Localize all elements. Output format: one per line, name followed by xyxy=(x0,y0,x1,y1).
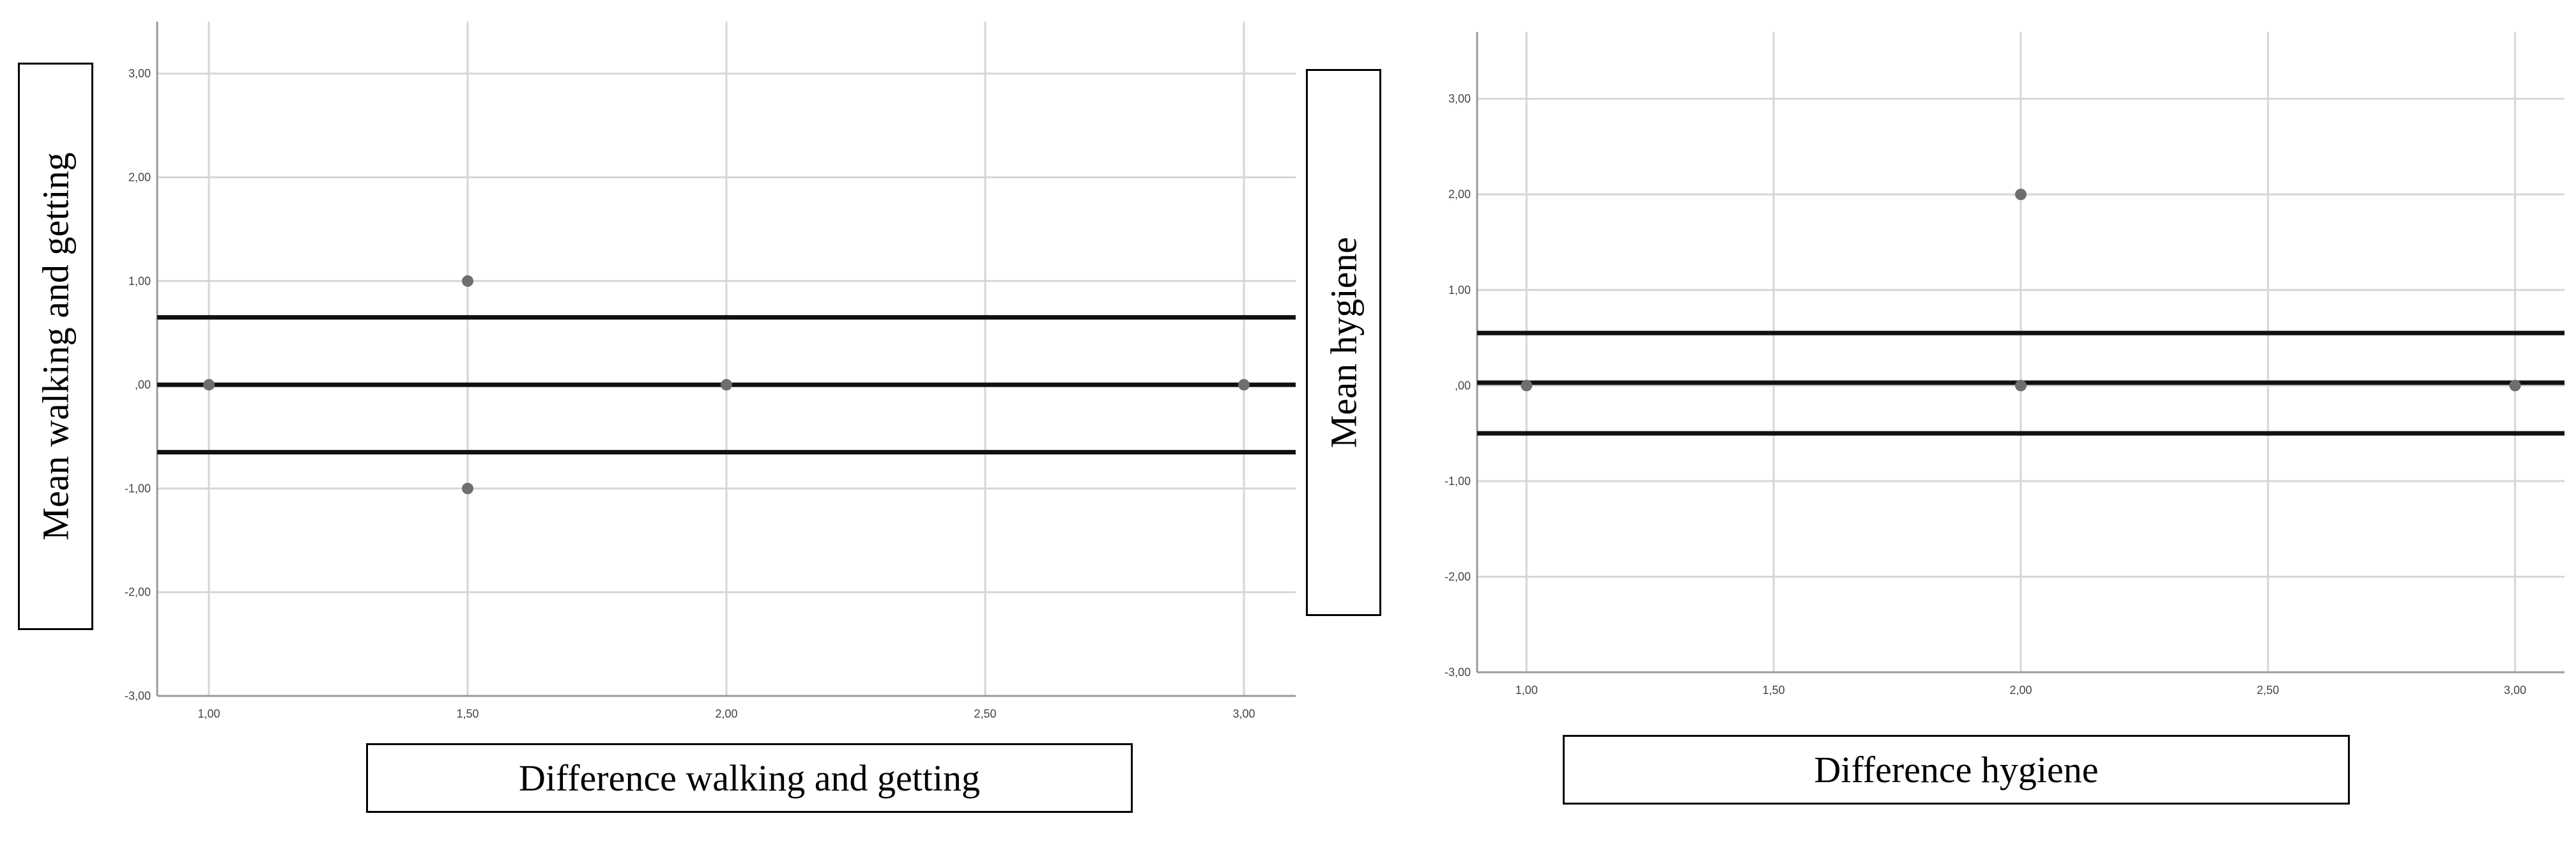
y-tick-label: -2,00 xyxy=(125,586,151,599)
y-tick-label: 1,00 xyxy=(1448,284,1471,297)
chart-panel-right: 1,00 1,50 2,00 2,50 3,00 -3,00 -2,00 -1,00 ,00 1,… xyxy=(1303,0,2576,848)
data-point xyxy=(462,275,473,287)
data-point xyxy=(2509,380,2521,392)
scatter-plot-left: 1,00 1,50 2,00 2,50 3,00 -3,00 -2,00 -1,00 ,00 1,… xyxy=(125,22,1296,720)
x-axis-label-right: Difference hygiene xyxy=(1814,749,2099,790)
y-tick-label: 3,00 xyxy=(1448,93,1471,105)
x-tick-label: 2,00 xyxy=(2009,684,2032,697)
y-tick-label: -1,00 xyxy=(1445,475,1471,488)
y-axis-label-box-left: Mean walking and getting xyxy=(18,63,93,630)
y-tick-label: -2,00 xyxy=(1445,570,1471,583)
data-point xyxy=(462,482,473,495)
x-tick-label: 2,50 xyxy=(974,707,996,720)
data-point xyxy=(1521,380,1533,392)
y-tick-label: 3,00 xyxy=(128,67,151,80)
data-point xyxy=(1238,379,1250,391)
y-tick-label: 1,00 xyxy=(128,275,151,288)
data-point xyxy=(2015,380,2027,392)
y-axis-label-box-right: Mean hygiene xyxy=(1306,69,1381,616)
x-tick-label: 3,00 xyxy=(2504,684,2526,697)
x-tick-label: 3,00 xyxy=(1232,707,1255,720)
y-tick-label: ,00 xyxy=(135,378,151,391)
y-axis-label-left: Mean walking and getting xyxy=(34,152,77,541)
y-tick-label: 2,00 xyxy=(1448,188,1471,201)
y-tick-label: -3,00 xyxy=(1445,666,1471,679)
x-tick-label: 1,50 xyxy=(456,707,479,720)
chart-panel-left: 1,00 1,50 2,00 2,50 3,00 -3,00 -2,00 -1,00 ,00 1,… xyxy=(18,22,1296,813)
x-axis-label-box-right: Difference hygiene xyxy=(1563,735,2350,805)
data-point xyxy=(203,379,215,391)
x-tick-label: 1,00 xyxy=(197,707,220,720)
y-axis-label-right: Mean hygiene xyxy=(1322,236,1365,449)
data-point xyxy=(2015,189,2027,201)
x-tick-label: 1,50 xyxy=(1763,684,1785,697)
x-tick-label: 2,50 xyxy=(2257,684,2279,697)
x-tick-label: 1,00 xyxy=(1515,684,1538,697)
x-tick-label: 2,00 xyxy=(715,707,737,720)
y-tick-label: ,00 xyxy=(1455,379,1471,392)
y-tick-label: -3,00 xyxy=(125,690,151,702)
y-tick-label: 2,00 xyxy=(128,171,151,183)
y-tick-label: -1,00 xyxy=(125,482,151,495)
x-axis-label-left: Difference walking and getting xyxy=(518,757,981,799)
x-axis-label-box-left: Difference walking and getting xyxy=(366,743,1133,813)
scatter-plot-right: 1,00 1,50 2,00 2,50 3,00 -3,00 -2,00 -1,00 ,00 1,… xyxy=(1445,32,2564,697)
data-point xyxy=(721,379,732,391)
